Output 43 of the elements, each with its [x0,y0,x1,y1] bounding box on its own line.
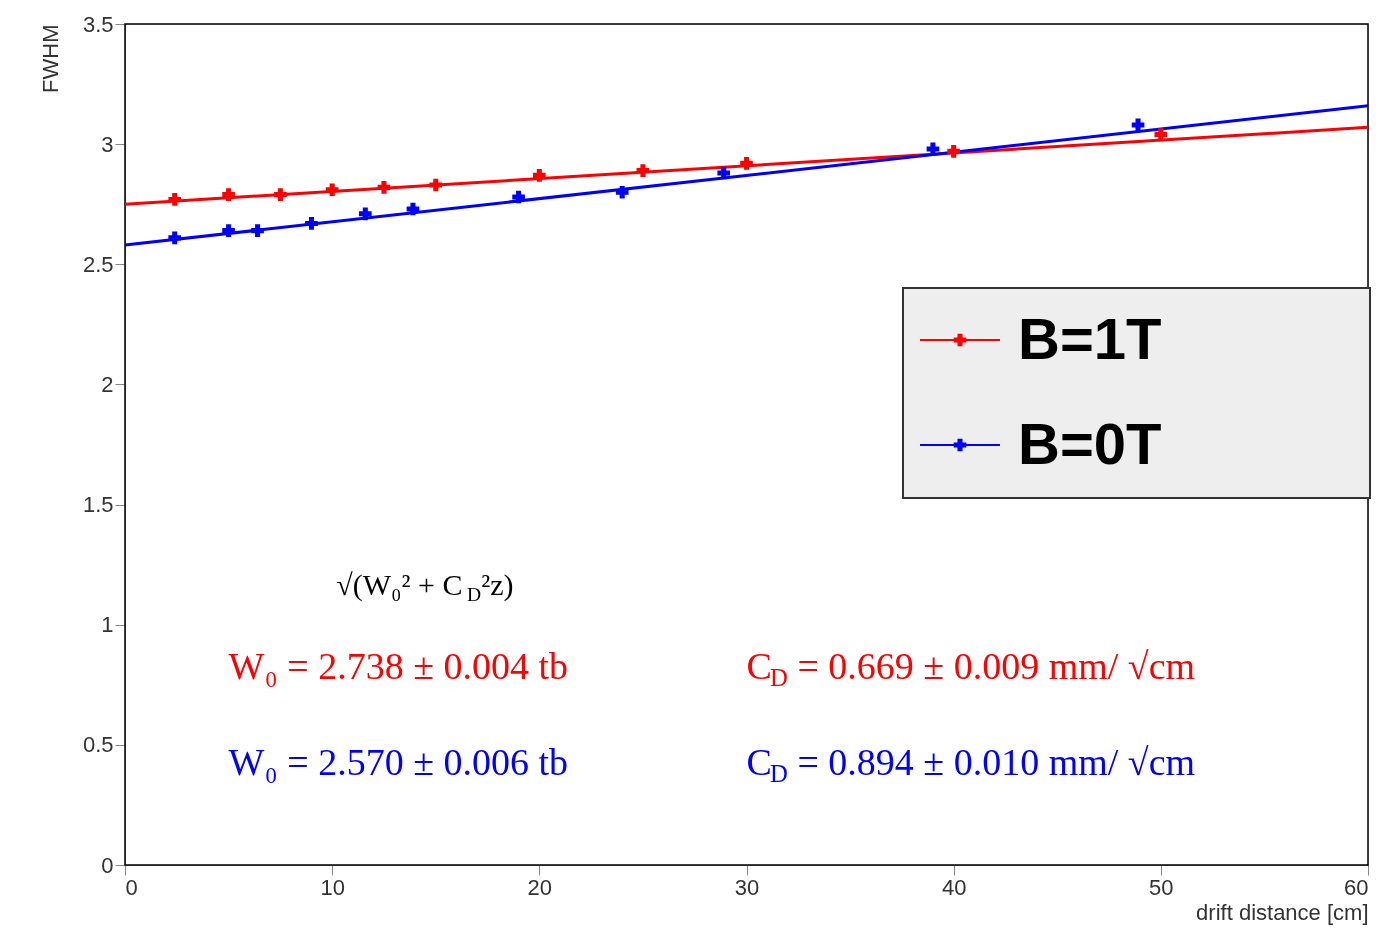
y-tick-label: 0 [101,852,114,878]
x-tick-label: 20 [527,874,553,900]
point [251,224,264,237]
point [1154,128,1168,141]
y-tick-label: 1 [101,612,114,638]
annotation: W₀ = 2.570 ± 0.006 tb [228,741,569,784]
annotation: W₀ = 2.738 ± 0.004 tb [228,644,569,687]
legend-label: B=0T [1018,411,1162,476]
point [947,145,960,158]
point [358,207,372,221]
x-tick-label: 10 [320,874,345,900]
y-tick-label: 2.5 [82,251,114,277]
point [615,185,629,199]
x-axis-title: drift distance [cm] [1196,899,1369,925]
point [740,157,753,170]
y-tick-label: 3 [101,131,114,157]
point [1131,118,1145,132]
y-tick-label: 1.5 [82,492,114,518]
point [533,169,546,182]
point [274,188,287,201]
y-tick-label: 3.5 [82,11,114,37]
point [222,188,235,201]
point [325,183,339,197]
x-tick-label: 50 [1149,874,1174,900]
x-tick-label: 30 [734,874,760,900]
legend-label: B=1T [1018,306,1162,371]
x-tick-label: 60 [1344,874,1369,900]
point [636,164,650,177]
x-tick-label: 0 [125,874,138,900]
point [377,181,391,194]
point [512,190,525,204]
point [222,224,235,237]
y-axis-title: FWHM [37,24,63,93]
y-tick-label: 2 [101,371,114,397]
point [406,202,420,216]
point [926,142,940,156]
point [168,231,182,245]
point [305,217,318,230]
point [168,193,182,206]
point [717,166,731,180]
y-tick-label: 0.5 [82,732,114,758]
point [429,178,443,192]
x-tick-label: 40 [941,874,967,900]
